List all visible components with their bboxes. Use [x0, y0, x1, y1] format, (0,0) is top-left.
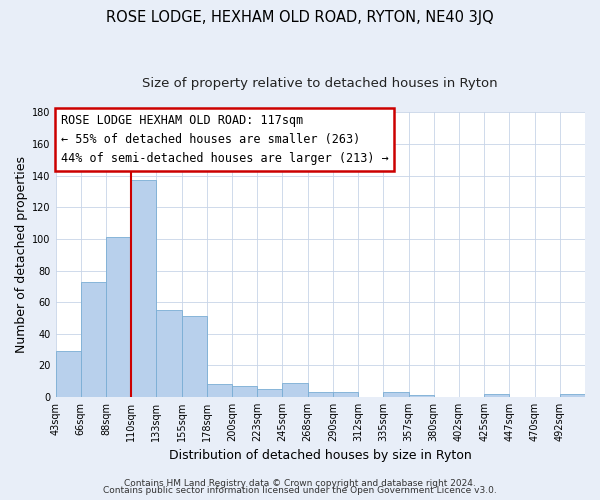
Bar — [560, 394, 585, 397]
Bar — [383, 392, 409, 397]
Bar — [207, 384, 232, 397]
Title: Size of property relative to detached houses in Ryton: Size of property relative to detached ho… — [142, 78, 498, 90]
Bar — [182, 316, 207, 397]
Bar — [333, 392, 358, 397]
Bar — [56, 351, 81, 397]
Bar — [484, 394, 509, 397]
Text: ROSE LODGE, HEXHAM OLD ROAD, RYTON, NE40 3JQ: ROSE LODGE, HEXHAM OLD ROAD, RYTON, NE40… — [106, 10, 494, 25]
Bar — [283, 382, 308, 397]
Bar — [157, 310, 182, 397]
Bar — [106, 238, 131, 397]
X-axis label: Distribution of detached houses by size in Ryton: Distribution of detached houses by size … — [169, 450, 472, 462]
Bar — [131, 180, 157, 397]
Text: Contains public sector information licensed under the Open Government Licence v3: Contains public sector information licen… — [103, 486, 497, 495]
Bar — [308, 392, 333, 397]
Bar — [81, 282, 106, 397]
Bar — [257, 389, 283, 397]
Text: Contains HM Land Registry data © Crown copyright and database right 2024.: Contains HM Land Registry data © Crown c… — [124, 478, 476, 488]
Y-axis label: Number of detached properties: Number of detached properties — [15, 156, 28, 353]
Text: ROSE LODGE HEXHAM OLD ROAD: 117sqm
← 55% of detached houses are smaller (263)
44: ROSE LODGE HEXHAM OLD ROAD: 117sqm ← 55%… — [61, 114, 389, 165]
Bar — [409, 396, 434, 397]
Bar — [232, 386, 257, 397]
